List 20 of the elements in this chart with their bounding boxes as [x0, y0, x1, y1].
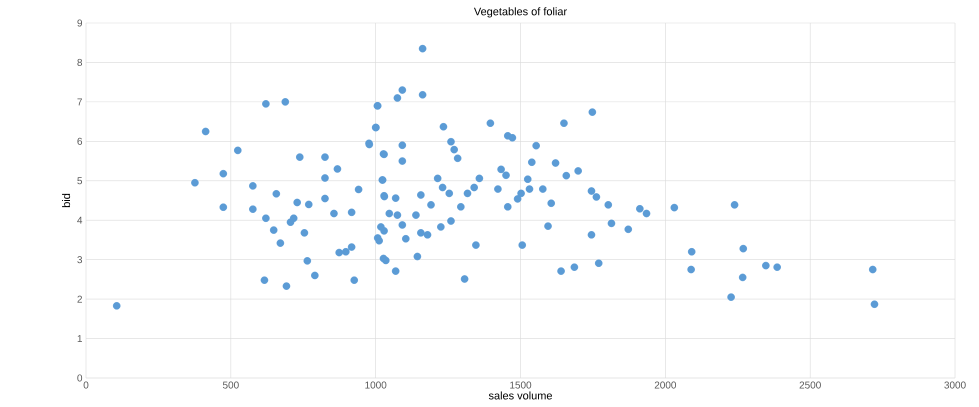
chart-title: Vegetables of foliar [474, 7, 567, 18]
y-tick-label: 1 [78, 335, 82, 342]
y-axis-title: bid [62, 194, 70, 208]
x-tick-label: 1500 [510, 382, 532, 389]
x-axis-title: sales volume [488, 391, 552, 400]
y-tick-label: 2 [77, 296, 82, 303]
y-tick-label: 0 [77, 374, 82, 382]
y-tick-label: 9 [77, 19, 82, 27]
x-tick-label: 500 [222, 382, 239, 389]
y-tick-label: 6 [77, 138, 82, 145]
x-tick-label: 0 [84, 382, 88, 389]
x-tick-label: 2500 [800, 382, 821, 389]
y-tick-label: 8 [77, 58, 82, 66]
y-tick-label: 7 [77, 98, 82, 106]
x-tick-label: 2000 [654, 382, 676, 389]
x-tick-label: 1000 [365, 382, 386, 389]
y-tick-label: 5 [77, 177, 82, 184]
x-tick-label: 3000 [944, 382, 966, 389]
y-tick-label: 3 [77, 256, 82, 264]
y-tick-label: 4 [77, 216, 82, 224]
